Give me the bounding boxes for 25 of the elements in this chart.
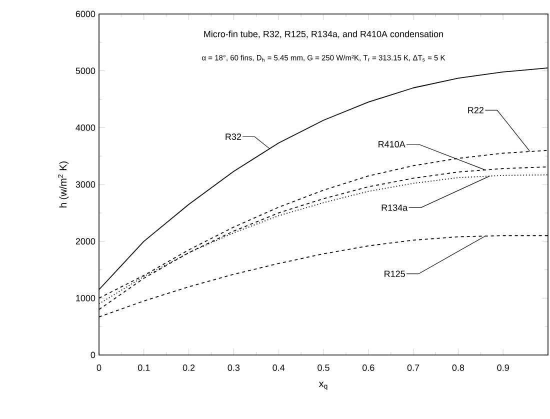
y-tick-label: 5000: [76, 68, 96, 74]
y-tick-label: 6000: [76, 10, 96, 18]
x-tick-label: 0.3: [228, 364, 240, 371]
x-tick-label: 0: [96, 364, 102, 371]
series-label: R134a: [382, 204, 408, 211]
text: R410A: [378, 141, 406, 148]
x-tick-label: 0.1: [138, 364, 150, 371]
text: R22: [468, 107, 484, 114]
y-tick-label: 4000: [76, 124, 96, 131]
y-axis-title: h (w/m$^{2}$ K): [58, 162, 69, 208]
x-tick-label: 0.9: [497, 364, 509, 371]
x-tick-label: 0.2: [182, 364, 195, 371]
y-tick-label: 3000: [76, 181, 96, 188]
x-tick-label: 0.4: [272, 364, 285, 371]
legend-label: R32: [226, 134, 242, 140]
text: R125: [384, 270, 405, 278]
text: Micro-fin tube, R32, R125, R134a, and R410A condensation: [204, 30, 443, 38]
x-tick-label: 0.8: [452, 364, 464, 371]
x-axis-title: x$_{q}$: [318, 382, 328, 390]
y-tick-label: 1000: [76, 294, 96, 302]
y-tick-label: 2000: [76, 238, 96, 245]
y-tick-label: 0: [90, 352, 96, 358]
x-tick-label: 0.6: [362, 364, 374, 371]
x-tick-label: 0.7: [407, 364, 420, 371]
x-tick-label: 0.5: [318, 364, 330, 371]
